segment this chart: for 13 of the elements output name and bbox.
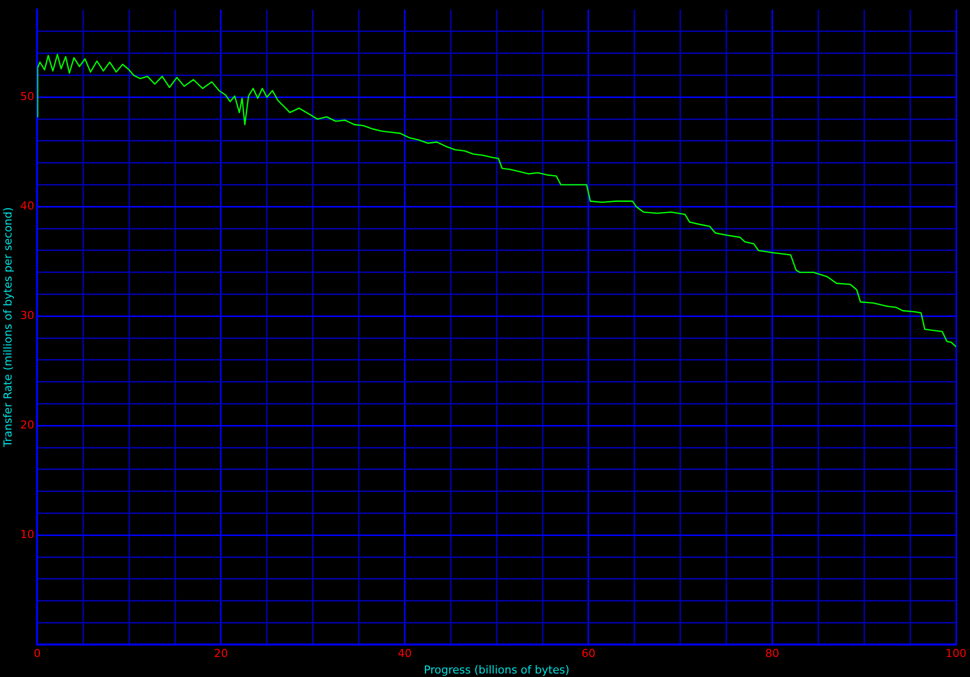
x-tick-label: 80 — [765, 647, 780, 660]
x-axis-title: Progress (billions of bytes) — [424, 663, 570, 676]
x-tick-label: 0 — [34, 647, 41, 660]
x-tick-label: 60 — [581, 647, 596, 660]
y-tick-label: 10 — [20, 528, 34, 541]
y-tick-label: 50 — [20, 90, 34, 104]
y-tick-label: 40 — [20, 200, 34, 213]
x-tick-label: 40 — [398, 647, 412, 660]
y-tick-label: 20 — [20, 418, 34, 432]
y-tick-label: 30 — [20, 309, 34, 322]
x-tick-label: 20 — [214, 647, 228, 660]
x-tick-label: 100 — [946, 647, 966, 660]
y-axis-title: Transfer Rate (millions of bytes per second) — [1, 207, 14, 448]
